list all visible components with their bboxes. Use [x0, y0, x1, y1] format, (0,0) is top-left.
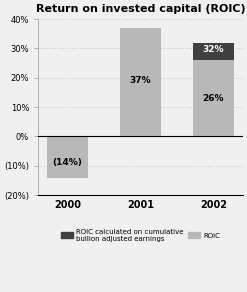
Title: Return on invested capital (ROIC): Return on invested capital (ROIC) [36, 4, 245, 14]
Text: 26%: 26% [203, 94, 224, 103]
Bar [193, 60, 233, 136]
Text: 32%: 32% [203, 46, 224, 54]
Bar [193, 43, 233, 60]
Bar [47, 136, 88, 178]
Legend: ROIC calculated on cumulative
bullion adjusted earnings, ROIC: ROIC calculated on cumulative bullion ad… [61, 229, 220, 241]
Text: 37%: 37% [130, 76, 151, 85]
Bar [121, 28, 161, 136]
Text: (14%): (14%) [53, 158, 82, 167]
